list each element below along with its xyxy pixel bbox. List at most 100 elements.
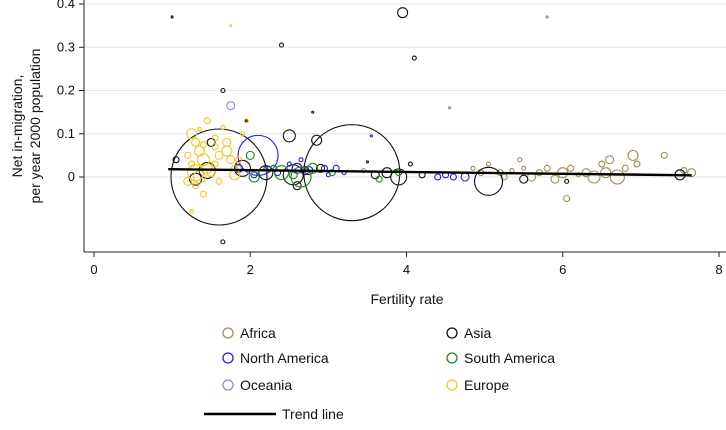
asia-point-24 (564, 178, 570, 184)
europe-point-11 (221, 145, 233, 157)
y-axis-title-line1: Net in-migration, (9, 75, 25, 178)
x-tick-label-1: 2 (247, 262, 254, 277)
tick-labels: 0 0.1 0.2 0.3 0.4 0 2 4 6 8 (57, 0, 723, 277)
asia-point-15 (258, 165, 274, 181)
south_america-point-0 (245, 150, 255, 160)
africa-point-2 (470, 165, 476, 171)
asia-point-5 (220, 87, 226, 94)
legend-label-north_america: North America (240, 350, 329, 366)
x-axis-title: Fertility rate (370, 291, 443, 307)
europe-point-0 (229, 24, 233, 28)
asia-point-10 (311, 134, 323, 146)
europe-point-14 (234, 156, 243, 164)
europe-point-26 (196, 126, 203, 132)
europe-point-21 (215, 177, 223, 185)
x-tick-label-4: 8 (715, 262, 722, 277)
asia-point-7 (311, 110, 315, 114)
europe-point-10 (214, 150, 224, 160)
y-axis-title-line2: per year 2000 population (27, 49, 43, 204)
europe-point-17 (192, 182, 200, 190)
legend-label-oceania: Oceania (240, 377, 292, 393)
legend-marker-south_america (446, 352, 458, 364)
y-tick-label-1: 0.1 (57, 126, 75, 141)
oceania-point-0 (226, 101, 236, 111)
asia-point-8 (244, 119, 248, 123)
asia-point-17 (316, 163, 326, 173)
gridlines (84, 3, 726, 178)
europe-point-15 (239, 131, 245, 137)
north_america-point-7 (369, 134, 373, 138)
y-tick-label-3: 0.3 (57, 39, 75, 54)
africa-point-18 (605, 155, 615, 165)
europe-point-31 (199, 141, 207, 149)
europe-point-22 (222, 137, 232, 147)
europe-point-7 (192, 170, 207, 184)
africa-point-5 (521, 165, 527, 171)
north_america-point-0 (237, 134, 279, 176)
africa-point-20 (621, 164, 629, 172)
europe-point-18 (199, 190, 207, 198)
data-points (170, 7, 697, 245)
x-tick-label-3: 6 (559, 262, 566, 277)
north_america-point-10 (449, 173, 457, 181)
asia-point-22 (473, 166, 504, 196)
axes (83, 0, 726, 253)
africa-point-21 (627, 149, 639, 161)
legend-label-asia: Asia (464, 325, 491, 341)
europe-point-23 (211, 134, 219, 142)
asia-point-16 (292, 181, 302, 191)
legend-marker-oceania (222, 379, 234, 391)
south_america-point-3 (290, 166, 312, 188)
africa-point-19 (609, 169, 625, 185)
asia-point-20 (390, 168, 408, 186)
legend-label-trend: Trend line (282, 406, 344, 422)
south_america-point-4 (307, 162, 319, 174)
legend-marker-north_america (222, 352, 234, 364)
legend-marker-africa (222, 327, 234, 339)
europe-point-27 (184, 151, 192, 159)
africa-point-1 (545, 15, 549, 19)
asia-point-3 (411, 55, 417, 61)
y-tick-label-2: 0.2 (57, 83, 75, 98)
europe-point-9 (211, 160, 219, 168)
europe-point-16 (243, 118, 249, 124)
europe-point-28 (211, 143, 219, 151)
south_america-point-1 (248, 171, 260, 183)
x-tick-label-0: 0 (90, 262, 97, 277)
africa-point-14 (581, 168, 591, 178)
africa-point-17 (600, 167, 612, 179)
north_america-point-15 (286, 161, 292, 167)
europe-point-2 (191, 137, 201, 147)
legend-label-south_america: South America (464, 350, 555, 366)
asia-point-0 (170, 15, 174, 19)
africa-point-16 (598, 160, 606, 168)
legend-label-africa: Africa (240, 325, 276, 341)
europe-point-24 (220, 124, 226, 130)
south_america-point-6 (375, 175, 383, 183)
europe-point-12 (226, 155, 236, 165)
north_america-point-16 (298, 157, 304, 163)
asia-point-1 (278, 42, 285, 48)
legend-label-europe: Europe (464, 377, 509, 393)
y-tick-label-0: 0 (68, 169, 75, 184)
north_america-point-8 (434, 173, 442, 181)
africa-point-9 (550, 174, 560, 184)
europe-point-20 (188, 160, 196, 168)
legend: Africa Asia North America South America Ocea… (204, 325, 555, 422)
trend-line (168, 168, 692, 177)
asia-point-4 (407, 161, 413, 167)
europe-point-3 (193, 145, 206, 157)
africa-point-12 (567, 164, 575, 172)
africa-point-25 (687, 168, 697, 178)
europe-point-30 (189, 209, 195, 215)
asia-point-11 (172, 156, 180, 164)
asia-point-2 (397, 7, 409, 19)
africa-point-0 (447, 106, 452, 110)
legend-marker-europe (446, 379, 458, 391)
europe-point-19 (183, 176, 193, 186)
africa-point-11 (563, 195, 571, 203)
africa-point-15 (587, 170, 601, 184)
asia-point-23 (519, 174, 529, 184)
europe-point-13 (231, 164, 239, 172)
